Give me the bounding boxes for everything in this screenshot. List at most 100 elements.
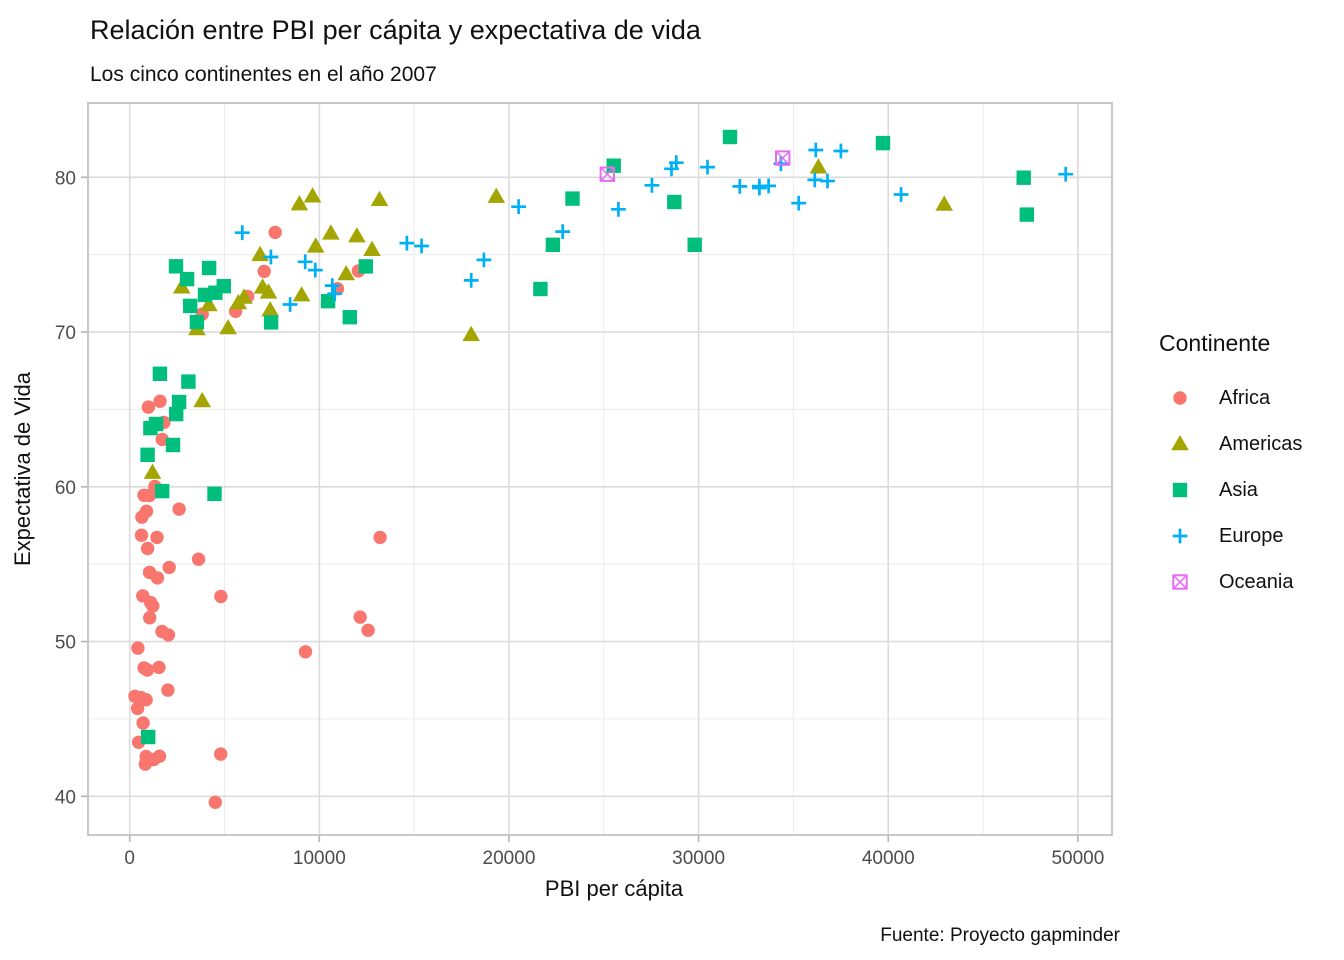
plot-panel [88, 103, 1112, 835]
data-point [140, 663, 154, 677]
data-point [751, 178, 767, 194]
data-point [775, 150, 791, 166]
data-point [373, 530, 387, 545]
data-point [142, 565, 157, 580]
legend-title: Continente [1159, 330, 1271, 356]
y-tick-label: 40 [55, 787, 76, 808]
x-tick-label: 20000 [483, 848, 536, 869]
data-point [259, 283, 278, 299]
data-point [668, 155, 684, 171]
data-point [150, 530, 164, 545]
data-point [219, 319, 237, 335]
plus-legend-key-icon [1172, 528, 1188, 544]
data-point [168, 259, 184, 274]
x-tick-label: 50000 [1051, 848, 1104, 869]
data-point [179, 271, 195, 287]
square-x-marker-icon [1172, 574, 1188, 590]
data-point [147, 752, 161, 767]
legend-item-label: Americas [1219, 432, 1303, 455]
data-point [303, 187, 322, 203]
data-point [263, 315, 279, 330]
data-point [307, 262, 323, 278]
data-point [201, 260, 217, 276]
data-point [142, 488, 157, 503]
legend-item-label: Europe [1219, 524, 1284, 547]
data-point [533, 281, 548, 297]
data-point [687, 237, 702, 252]
data-point [208, 795, 222, 809]
data-point [200, 296, 218, 312]
data-point [1019, 207, 1034, 222]
data-point [809, 158, 828, 174]
square-marker-icon [1172, 482, 1188, 498]
data-point [565, 191, 580, 206]
data-point [462, 325, 480, 342]
y-tick-label: 60 [55, 478, 76, 499]
data-point [153, 394, 167, 408]
data-point [171, 394, 187, 410]
data-point [141, 400, 156, 414]
data-point [152, 366, 168, 381]
panel-border [87, 102, 1113, 836]
data-point [131, 641, 145, 655]
square-x-legend-key-icon [1172, 574, 1188, 590]
data-point [161, 683, 175, 697]
data-point [140, 447, 155, 462]
data-point [306, 237, 325, 253]
data-point [644, 177, 660, 193]
data-point [791, 195, 807, 211]
y-tick-label: 80 [55, 168, 76, 189]
chart-subtitle: Los cinco continentes en el año 2007 [90, 63, 437, 86]
data-point [162, 560, 176, 575]
data-point [611, 201, 626, 217]
data-point [155, 432, 169, 447]
data-point [320, 294, 336, 309]
data-point [342, 310, 357, 325]
data-point [1016, 170, 1031, 185]
data-point [1058, 166, 1074, 182]
data-point [820, 173, 835, 189]
data-point [606, 158, 621, 173]
legend-item-label: Africa [1219, 386, 1271, 409]
data-point [807, 172, 823, 188]
plus-marker-icon [1172, 528, 1188, 544]
data-point [143, 611, 157, 625]
data-point [292, 286, 311, 302]
data-point [700, 159, 715, 175]
data-point [511, 199, 526, 215]
data-point [155, 483, 170, 499]
data-point [476, 252, 492, 268]
data-point [139, 504, 154, 518]
panel-background [88, 103, 1112, 835]
data-point [144, 595, 158, 610]
legend-item-africa: Africa [1148, 375, 1338, 421]
data-point [143, 420, 158, 436]
data-point [214, 589, 228, 604]
data-point [165, 437, 181, 453]
data-point [229, 293, 248, 310]
data-point [214, 747, 228, 761]
legend-item-europe: Europe [1148, 513, 1338, 559]
legend-item-label: Oceania [1219, 570, 1294, 593]
data-point [141, 729, 156, 745]
data-point [935, 195, 953, 211]
x-tick-label: 30000 [672, 848, 725, 869]
data-point [875, 135, 891, 151]
data-point [207, 486, 222, 501]
data-point [414, 238, 430, 254]
data-point [140, 541, 155, 556]
data-point [808, 142, 824, 158]
data-point [370, 190, 389, 206]
data-point [363, 240, 381, 256]
data-point [130, 701, 145, 716]
data-point [234, 225, 250, 241]
data-point [348, 227, 366, 243]
data-point [353, 610, 367, 624]
data-point [282, 297, 298, 312]
data-point [268, 225, 282, 240]
data-point [399, 235, 415, 251]
data-point [143, 463, 162, 479]
legend-items: Africa Americas Asia Europe Oceania [1148, 375, 1338, 605]
square-legend-key-icon [1172, 482, 1188, 498]
data-point [667, 194, 682, 210]
